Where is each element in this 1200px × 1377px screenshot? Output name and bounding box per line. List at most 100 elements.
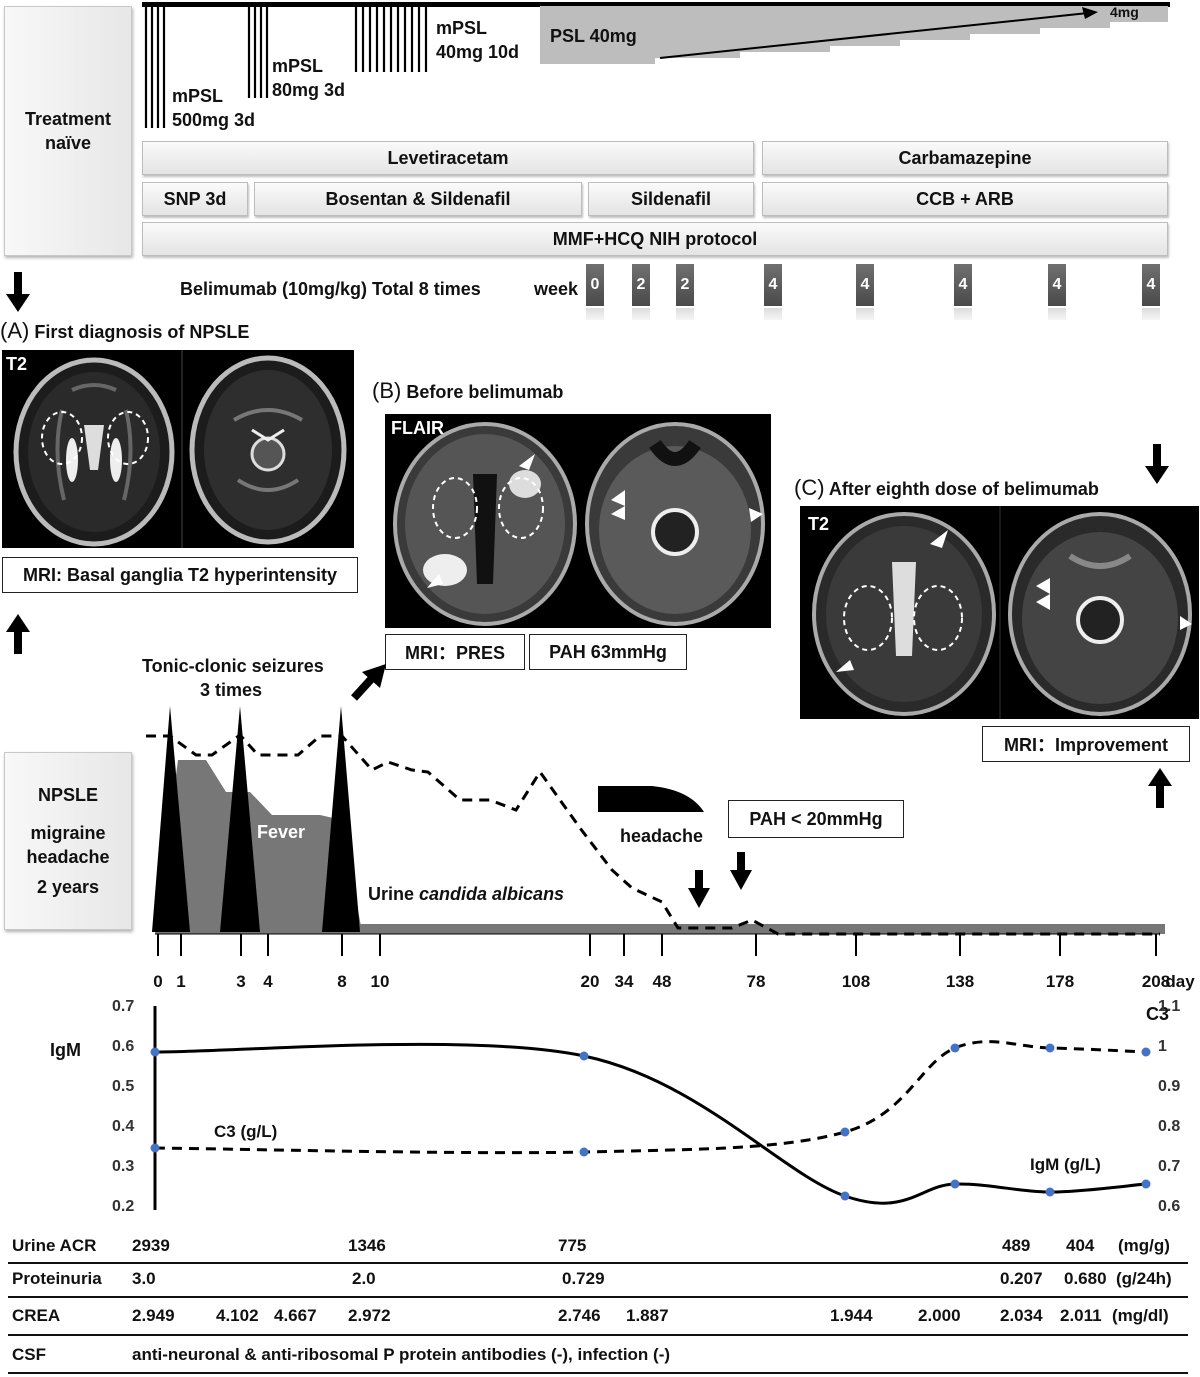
panel-c-letter: (C) bbox=[794, 475, 825, 500]
mpsl1-line2: 500mg 3d bbox=[172, 110, 256, 130]
day-label-108: 108 bbox=[841, 972, 871, 991]
bar-bosentan: Bosentan & Sildenafil bbox=[254, 182, 582, 216]
bar-ccb-arb: CCB + ARB bbox=[762, 182, 1168, 216]
headache-shape bbox=[598, 786, 704, 812]
mri-panel-c: T2 bbox=[800, 506, 1199, 719]
panel-c-title-text: After eighth dose of belimumab bbox=[828, 479, 1099, 499]
panel-a-title-text: First diagnosis of NPSLE bbox=[34, 322, 250, 342]
panel-a-title: (A) First diagnosis of NPSLE bbox=[0, 318, 249, 344]
igm-point-178 bbox=[1045, 1187, 1055, 1197]
right-tick-0.6: 0.6 bbox=[1158, 1198, 1181, 1215]
mpsl-pulse-1 bbox=[144, 4, 166, 128]
left-tick-0.2: 0.2 bbox=[112, 1198, 135, 1215]
panel-b-title: (B) Before belimumab bbox=[372, 378, 563, 404]
diagonal-arrow-b bbox=[348, 662, 388, 707]
series-label-c3: C3 (g/L) bbox=[214, 1122, 278, 1141]
belimumab-week-1: 0 bbox=[586, 264, 604, 306]
panel-c-seq: T2 bbox=[808, 514, 830, 534]
mpsl-pulse-3 bbox=[354, 4, 428, 72]
belimumab-week-8: 4 bbox=[1142, 264, 1160, 306]
c3-series-line bbox=[154, 1040, 1147, 1155]
top-axis-line bbox=[142, 2, 1170, 7]
bar-snp: SNP 3d bbox=[142, 182, 248, 216]
left-tick-0.3: 0.3 bbox=[112, 1158, 135, 1175]
chart-right-label: C3 bbox=[1146, 1004, 1170, 1024]
crea-v9: 2.034 bbox=[1000, 1306, 1043, 1325]
day-label-0: 0 bbox=[153, 972, 163, 991]
bar-sildenafil: Sildenafil bbox=[588, 182, 754, 216]
taper-arrow-line bbox=[659, 12, 1089, 59]
prot-unit: (g/24h) bbox=[1116, 1269, 1172, 1288]
mri-panel-a: T2 bbox=[2, 350, 354, 548]
panel-a-seq: T2 bbox=[6, 354, 28, 374]
npsle-box: NPSLE migraine headache 2 years bbox=[4, 752, 132, 930]
acr-v4: 489 bbox=[1002, 1236, 1031, 1255]
acr-unit: (mg/g) bbox=[1118, 1236, 1170, 1255]
row-divider-3 bbox=[8, 1334, 1188, 1336]
seizure-spike-1 bbox=[152, 706, 190, 932]
belimumab-week-5: 4 bbox=[856, 264, 874, 306]
belimumab-week-6: 4 bbox=[954, 264, 972, 306]
right-tick-0.8: 0.8 bbox=[1158, 1118, 1181, 1135]
crea-v5: 2.746 bbox=[558, 1306, 601, 1325]
week-label: week bbox=[534, 279, 579, 299]
bar-carbamazepine: Carbamazepine bbox=[762, 141, 1168, 175]
day-unit-label: day bbox=[1165, 972, 1195, 991]
panel-c-title: (C) After eighth dose of belimumab bbox=[794, 475, 1099, 501]
day-label-3: 3 bbox=[236, 972, 246, 991]
chart-left-label: IgM bbox=[50, 1040, 81, 1060]
down-arrow-a bbox=[6, 272, 30, 317]
seizure-spike-3 bbox=[322, 706, 360, 932]
series-label-igm: IgM (g/L) bbox=[1030, 1155, 1101, 1174]
panel-c-caption: MRI：Improvement bbox=[982, 726, 1190, 762]
prot-v1: 3.0 bbox=[132, 1269, 156, 1288]
mpsl3-line2: 40mg 10d bbox=[436, 42, 520, 62]
crea-unit: (mg/dl) bbox=[1112, 1306, 1169, 1325]
bar-mmf: MMF+HCQ NIH protocol bbox=[142, 222, 1168, 256]
treatment-naive-box: Treatment naïve bbox=[4, 6, 132, 256]
bar-levetiracetam: Levetiracetam bbox=[142, 141, 754, 175]
day-label-48: 48 bbox=[652, 972, 672, 991]
crea-v3: 4.667 bbox=[274, 1306, 317, 1325]
igm-point-138 bbox=[950, 1179, 960, 1189]
belimumab-week-shadow-1 bbox=[586, 308, 604, 320]
belimumab-week-2: 2 bbox=[632, 264, 650, 306]
row-divider-1 bbox=[8, 1262, 1188, 1264]
day-label-178: 178 bbox=[1045, 972, 1075, 991]
crea-label: CREA bbox=[12, 1306, 61, 1325]
belimumab-week-shadow-8 bbox=[1142, 308, 1160, 320]
panel-b-seq: FLAIR bbox=[391, 418, 444, 438]
seizure-spike-2 bbox=[220, 706, 260, 932]
right-tick-1.1: 1.1 bbox=[1158, 998, 1181, 1015]
urine-candida-label: Urine candida albicans bbox=[368, 884, 564, 905]
fever-area bbox=[155, 760, 362, 932]
belimumab-week-4: 4 bbox=[764, 264, 782, 306]
prot-v5: 0.680 bbox=[1064, 1269, 1107, 1288]
belimumab-week-7: 4 bbox=[1048, 264, 1066, 306]
day-label-208: 208 bbox=[1141, 972, 1171, 991]
c3-point-138 bbox=[950, 1043, 960, 1053]
lab-chart-plot bbox=[150, 1006, 1151, 1210]
mpsl1-line1: mPSL bbox=[172, 86, 224, 106]
urine-organism: candida albicans bbox=[419, 884, 565, 904]
prot-v2: 2.0 bbox=[352, 1269, 376, 1288]
day-label-10: 10 bbox=[370, 972, 390, 991]
day-label-8: 8 bbox=[337, 972, 347, 991]
csf-text: anti-neuronal & anti-ribosomal P protein… bbox=[132, 1345, 671, 1364]
prot-v3: 0.729 bbox=[562, 1269, 605, 1288]
igm-point-0 bbox=[150, 1047, 160, 1057]
seizure-label-2: 3 times bbox=[200, 680, 263, 700]
left-tick-0.5: 0.5 bbox=[112, 1078, 135, 1095]
panel-b-letter: (B) bbox=[372, 378, 402, 403]
c3-point-108 bbox=[840, 1127, 850, 1137]
day-label-4: 4 bbox=[263, 972, 273, 991]
treatment-naive-line2: naïve bbox=[44, 133, 92, 153]
igm-point-208 bbox=[1141, 1179, 1151, 1189]
c3-point-208 bbox=[1141, 1047, 1151, 1057]
day-axis-ticks bbox=[157, 934, 1157, 956]
steroid-schema bbox=[142, 2, 1170, 128]
headache-arrow bbox=[688, 870, 710, 908]
panel-a-letter: (A) bbox=[0, 318, 30, 343]
acr-v2: 1346 bbox=[348, 1236, 386, 1255]
taper-arrow-head bbox=[1082, 7, 1098, 19]
